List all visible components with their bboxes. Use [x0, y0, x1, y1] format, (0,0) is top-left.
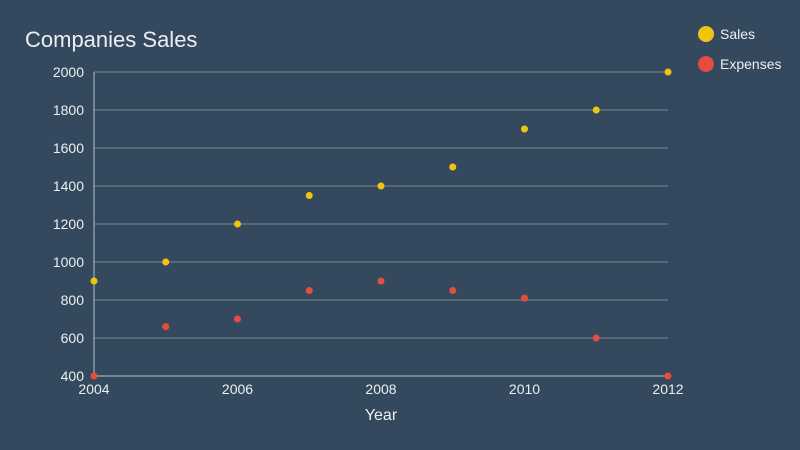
sales-point-2005[interactable]: [162, 258, 170, 266]
x-tick-label-2004: 2004: [78, 381, 109, 397]
legend[interactable]: Sales Expenses: [698, 26, 781, 72]
y-tick-labels: 400 600 800 1000 1200 1400 1600 1800 2000: [53, 64, 84, 384]
legend-label-expenses[interactable]: Expenses: [720, 56, 781, 72]
y-tick-label-2000: 2000: [53, 64, 84, 80]
x-tick-label-2008: 2008: [365, 381, 396, 397]
data-points: [90, 68, 672, 380]
sales-point-2011[interactable]: [592, 106, 600, 114]
expenses-point-2005[interactable]: [162, 323, 170, 331]
sales-point-2006[interactable]: [234, 220, 241, 228]
expenses-point-2004[interactable]: [90, 372, 98, 380]
x-tick-labels: 2004 2006 2008 2010 2012: [78, 381, 683, 397]
expenses-point-2012[interactable]: [664, 372, 672, 380]
sales-point-2007[interactable]: [305, 192, 313, 199]
y-tick-label-400: 400: [61, 368, 85, 384]
expenses-point-2009[interactable]: [449, 287, 457, 294]
legend-marker-sales[interactable]: [698, 26, 714, 42]
chart-title: Companies Sales: [25, 27, 197, 52]
legend-marker-expenses[interactable]: [698, 56, 714, 72]
x-axis-label: Year: [365, 407, 398, 424]
sales-point-2008[interactable]: [377, 182, 385, 190]
sales-point-2012[interactable]: [664, 68, 672, 76]
legend-label-sales[interactable]: Sales: [720, 26, 755, 42]
sales-point-2010[interactable]: [521, 125, 528, 133]
x-tick-label-2010: 2010: [509, 381, 540, 397]
grid-lines: [94, 71, 668, 339]
axes: [93, 72, 668, 377]
y-tick-label-1800: 1800: [53, 102, 84, 118]
y-tick-label-1600: 1600: [53, 140, 84, 156]
y-tick-label-800: 800: [61, 292, 85, 308]
y-tick-label-1000: 1000: [53, 254, 84, 270]
expenses-point-2011[interactable]: [592, 334, 600, 342]
expenses-point-2006[interactable]: [234, 315, 241, 323]
expenses-point-2007[interactable]: [305, 287, 313, 294]
expenses-point-2008[interactable]: [377, 277, 385, 285]
sales-point-2004[interactable]: [90, 277, 98, 285]
expenses-point-2010[interactable]: [521, 294, 528, 302]
y-tick-label-1200: 1200: [53, 216, 84, 232]
x-tick-label-2012: 2012: [652, 381, 683, 397]
sales-point-2009[interactable]: [449, 163, 457, 171]
y-tick-label-600: 600: [61, 330, 85, 346]
y-tick-label-1400: 1400: [53, 178, 84, 194]
x-tick-label-2006: 2006: [222, 381, 253, 397]
